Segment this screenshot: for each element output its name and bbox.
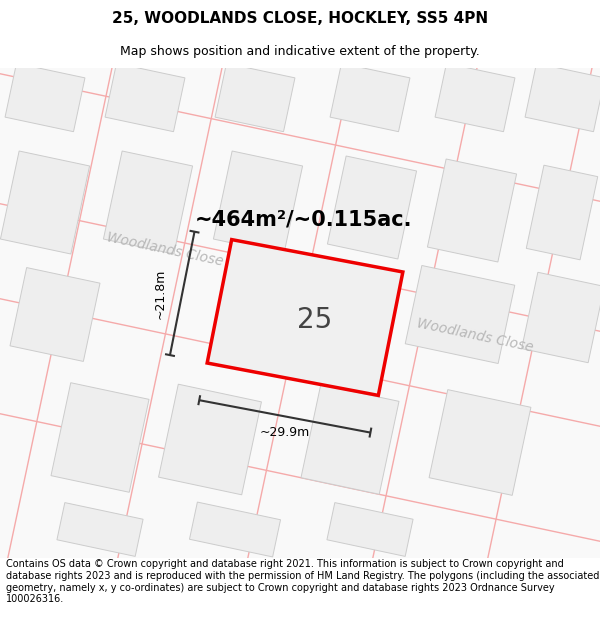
Text: ~29.9m: ~29.9m [260,426,310,439]
Polygon shape [238,262,382,367]
Polygon shape [405,266,515,364]
Polygon shape [214,151,302,254]
Polygon shape [429,389,531,496]
Polygon shape [57,503,143,556]
Text: Woodlands Close: Woodlands Close [105,230,224,269]
Text: Contains OS data © Crown copyright and database right 2021. This information is : Contains OS data © Crown copyright and d… [6,559,599,604]
Text: Woodlands Close: Woodlands Close [415,316,534,355]
Polygon shape [427,159,517,262]
Polygon shape [105,63,185,132]
Polygon shape [526,165,598,260]
Polygon shape [207,239,403,396]
Text: ~464m²/~0.115ac.: ~464m²/~0.115ac. [195,209,413,229]
Polygon shape [435,63,515,132]
Text: 25, WOODLANDS CLOSE, HOCKLEY, SS5 4PN: 25, WOODLANDS CLOSE, HOCKLEY, SS5 4PN [112,11,488,26]
Polygon shape [103,151,193,254]
Polygon shape [5,63,85,132]
Polygon shape [301,385,399,494]
Text: 25: 25 [298,306,332,334]
Text: ~21.8m: ~21.8m [154,268,167,319]
Polygon shape [51,382,149,492]
Polygon shape [1,151,89,254]
Polygon shape [190,502,281,557]
Polygon shape [158,384,262,495]
Polygon shape [521,272,600,362]
Polygon shape [330,63,410,132]
Polygon shape [10,268,100,361]
Polygon shape [215,63,295,132]
Polygon shape [328,156,416,259]
Polygon shape [525,63,600,132]
Text: Map shows position and indicative extent of the property.: Map shows position and indicative extent… [120,45,480,58]
Polygon shape [327,503,413,556]
